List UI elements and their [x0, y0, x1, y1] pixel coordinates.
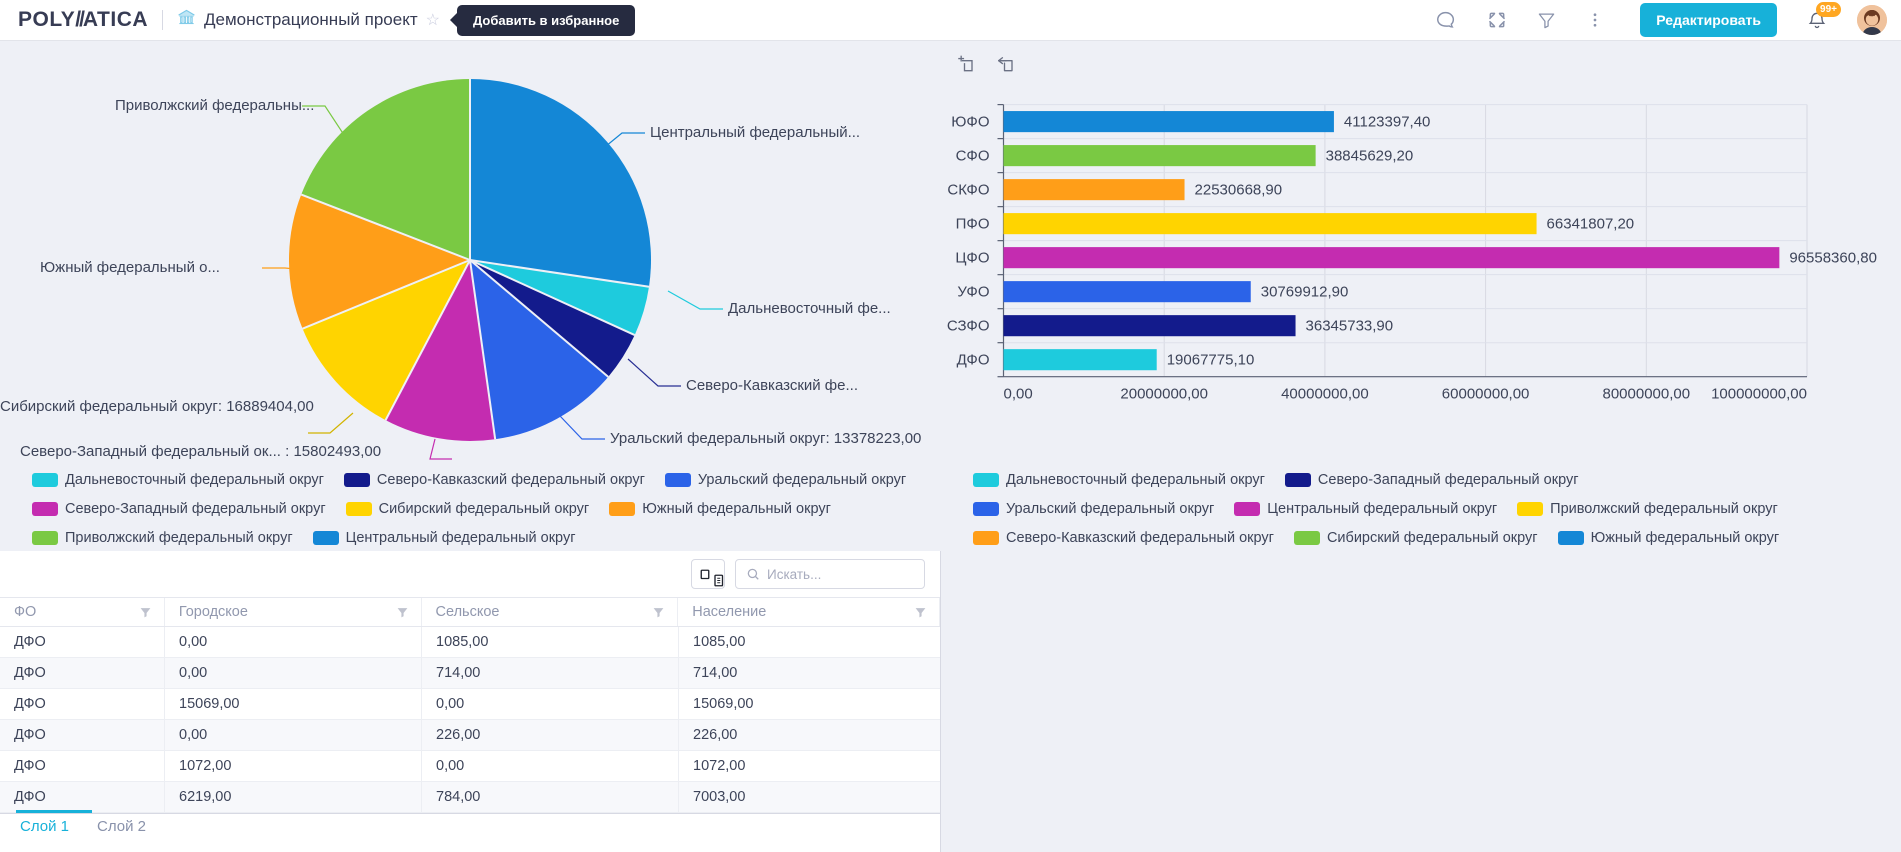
- svg-text:22530668,90: 22530668,90: [1195, 182, 1283, 199]
- svg-text:Северо-Западный федеральный ок: Северо-Западный федеральный ок... : 1580…: [20, 443, 381, 460]
- svg-text:40000000,00: 40000000,00: [1281, 386, 1369, 403]
- svg-text:38845629,20: 38845629,20: [1326, 148, 1414, 165]
- svg-text:Сибирский федеральный округ: 1: Сибирский федеральный округ: 16889404,00: [0, 398, 314, 415]
- svg-text:36345733,90: 36345733,90: [1306, 318, 1394, 335]
- svg-text:УФО: УФО: [957, 284, 989, 301]
- svg-text:Дальневосточный фе...: Дальневосточный фе...: [728, 300, 891, 317]
- svg-text:Приволжский федеральны...: Приволжский федеральны...: [115, 97, 314, 114]
- svg-text:100000000,00: 100000000,00: [1711, 386, 1807, 403]
- svg-text:СФО: СФО: [956, 148, 990, 165]
- svg-text:ДФО: ДФО: [957, 352, 990, 369]
- svg-text:Южный федеральный о...: Южный федеральный о...: [40, 259, 220, 276]
- svg-text:ЦФО: ЦФО: [955, 250, 989, 267]
- svg-text:30769912,90: 30769912,90: [1261, 284, 1349, 301]
- svg-text:20000000,00: 20000000,00: [1120, 386, 1208, 403]
- svg-text:66341807,20: 66341807,20: [1547, 216, 1635, 233]
- svg-text:41123397,40: 41123397,40: [1344, 114, 1430, 131]
- svg-text:Северо-Кавказский фе...: Северо-Кавказский фе...: [686, 377, 858, 394]
- svg-text:19067775,10: 19067775,10: [1167, 352, 1255, 369]
- svg-text:ЮФО: ЮФО: [951, 114, 989, 131]
- svg-text:СЗФО: СЗФО: [947, 318, 990, 335]
- svg-text:80000000,00: 80000000,00: [1603, 386, 1691, 403]
- svg-text:ПФО: ПФО: [956, 216, 990, 233]
- svg-text:Уральский федеральный округ: 1: Уральский федеральный округ: 13378223,00: [610, 430, 921, 447]
- svg-text:96558360,80: 96558360,80: [1789, 250, 1877, 267]
- svg-text:0,00: 0,00: [1004, 386, 1033, 403]
- svg-text:СКФО: СКФО: [947, 182, 989, 199]
- svg-text:Центральный федеральный...: Центральный федеральный...: [650, 124, 860, 141]
- svg-text:60000000,00: 60000000,00: [1442, 386, 1530, 403]
